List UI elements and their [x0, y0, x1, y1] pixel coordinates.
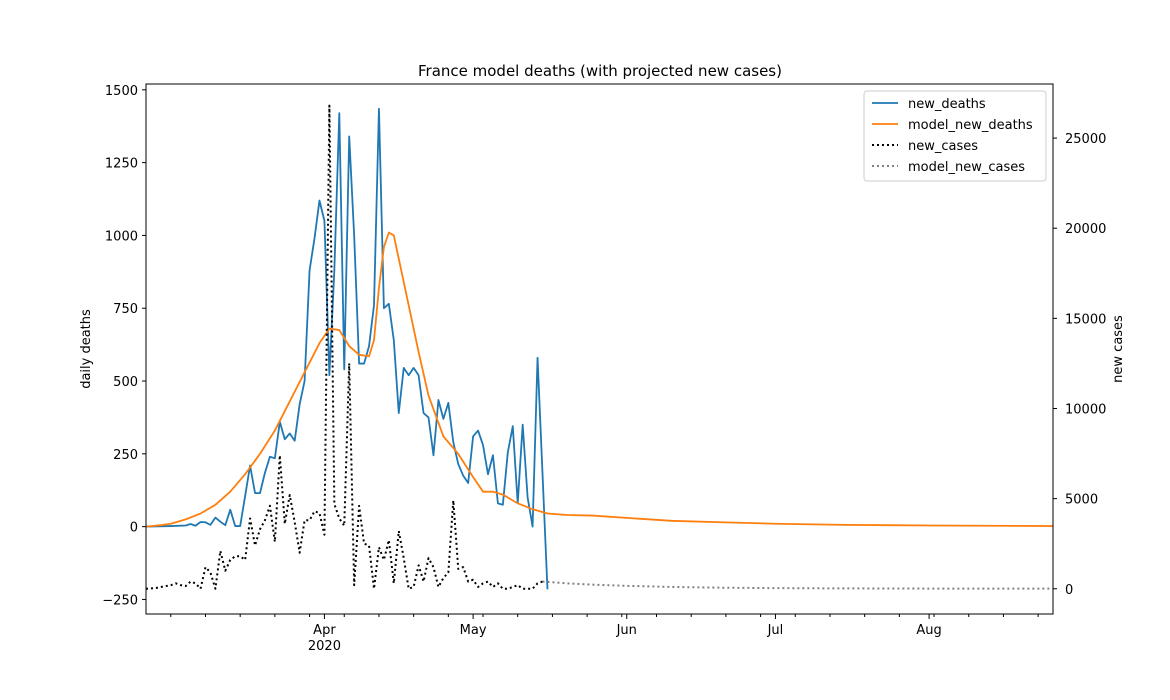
legend-label: new_cases [908, 139, 978, 154]
y-tick-label: −250 [102, 593, 138, 608]
y-tick-label: 0 [130, 521, 138, 536]
y2-tick-label: 10000 [1065, 402, 1106, 417]
y-tick-label: 250 [113, 448, 138, 463]
series-line-new-deaths [145, 107, 549, 590]
y-tick-label: 1000 [105, 229, 138, 244]
y2-tick-label: 15000 [1065, 312, 1106, 327]
x-tick-label: Jul [767, 623, 784, 638]
axes-layer: −250025050075010001250150005000100001500… [102, 83, 1106, 654]
y-tick-label: 1250 [105, 157, 138, 172]
legend-label: model_new_cases [908, 160, 1025, 175]
series-line-new-cases [145, 104, 543, 590]
y-tick-label: 750 [113, 302, 138, 317]
chart-title: France model deaths (with projected new … [418, 62, 782, 80]
x-tick-label: Aug [916, 623, 941, 638]
x-tick-label: Apr [313, 623, 336, 638]
x-tick-label: May [460, 623, 487, 638]
series-layer [145, 104, 1054, 590]
y2-tick-label: 5000 [1065, 493, 1098, 508]
plot-frame [145, 83, 1054, 615]
x-tick-label: Jun [616, 623, 637, 638]
series-line-model-new-cases [542, 580, 1054, 590]
legend-box [863, 90, 1047, 182]
series-line-model-new-deaths [145, 231, 1054, 528]
legend-label: model_new_deaths [908, 118, 1033, 133]
y2-tick-label: 20000 [1065, 222, 1106, 237]
y2-tick-label: 25000 [1065, 132, 1106, 147]
y2-tick-label: 0 [1065, 583, 1073, 598]
y2-axis-label: new cases [1111, 315, 1126, 383]
y-tick-label: 500 [113, 375, 138, 390]
y-axis-label: daily deaths [79, 309, 94, 389]
legend: new_deaths model_new_deaths new_casesmodel… [863, 90, 1047, 182]
legend-label: new_deaths [908, 97, 986, 112]
y-tick-label: 1500 [105, 84, 138, 99]
x-tick-sublabel: 2020 [308, 639, 341, 654]
